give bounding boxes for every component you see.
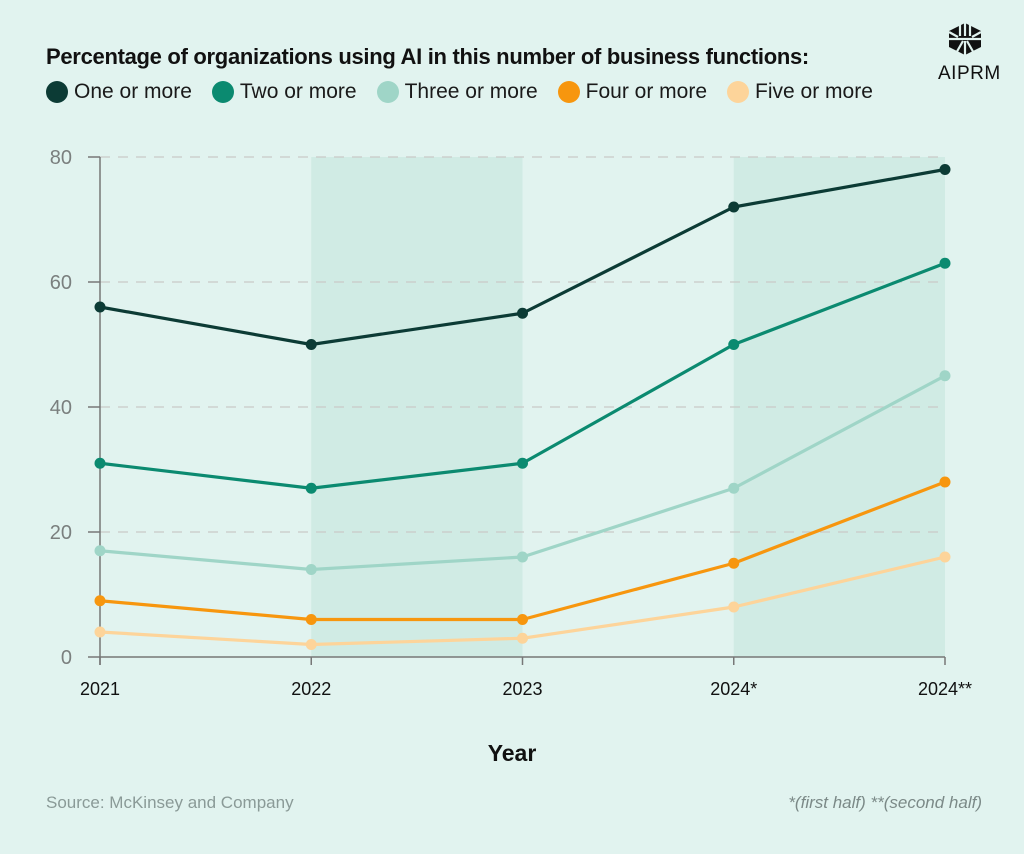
legend-label: Two or more bbox=[239, 80, 357, 103]
legend-label: One or more bbox=[74, 80, 192, 103]
data-point bbox=[305, 639, 317, 650]
legend-item: Three or more bbox=[376, 80, 538, 104]
data-point bbox=[728, 339, 740, 350]
data-point bbox=[94, 301, 106, 313]
legend-swatch bbox=[376, 81, 399, 103]
footnote: *(first half) **(second half) bbox=[788, 793, 982, 812]
y-tick-label: 0 bbox=[61, 647, 72, 669]
aiprm-logo-icon bbox=[948, 23, 982, 56]
data-point bbox=[728, 601, 740, 613]
data-point bbox=[939, 164, 951, 175]
data-point bbox=[94, 626, 106, 638]
x-tick-label: 2021 bbox=[80, 679, 120, 699]
source-note: Source: McKinsey and Company bbox=[46, 793, 294, 812]
series-five-or-more bbox=[94, 551, 951, 650]
data-point bbox=[305, 482, 317, 494]
legend: One or more Two or more Three or more Four … bbox=[46, 80, 873, 104]
y-tick-label: 40 bbox=[50, 397, 72, 419]
data-point bbox=[728, 557, 740, 569]
data-point bbox=[517, 307, 528, 319]
legend-item: Four or more bbox=[557, 80, 708, 104]
logo-text: AIPRM bbox=[938, 63, 1001, 84]
legend-item: Two or more bbox=[211, 80, 357, 104]
data-point bbox=[939, 476, 951, 488]
x-axis-label: Year bbox=[487, 740, 537, 766]
y-tick-label: 20 bbox=[50, 522, 72, 544]
aiprm-logo: AIPRM bbox=[938, 22, 1001, 85]
x-tick-label: 2024* bbox=[710, 679, 757, 699]
x-tick-label: 2023 bbox=[502, 679, 542, 699]
legend-swatch bbox=[727, 81, 750, 103]
legend-label: Three or more bbox=[404, 80, 538, 103]
y-tick-label: 80 bbox=[50, 147, 72, 169]
legend-swatch bbox=[557, 81, 580, 103]
legend-label: Five or more bbox=[755, 80, 873, 103]
data-point bbox=[728, 201, 740, 213]
data-point bbox=[305, 339, 317, 350]
x-tick-label: 2022 bbox=[291, 679, 331, 699]
data-point bbox=[939, 551, 951, 563]
legend-label: Four or more bbox=[585, 80, 708, 103]
series-two-or-more bbox=[94, 257, 951, 494]
data-point bbox=[728, 482, 740, 494]
data-point bbox=[94, 457, 106, 469]
series-four-or-more bbox=[94, 476, 951, 625]
data-point bbox=[94, 545, 106, 557]
data-point bbox=[517, 614, 528, 625]
chart-title: Percentage of organizations using AI in … bbox=[46, 44, 809, 69]
legend-swatch bbox=[211, 81, 234, 103]
legend-swatch bbox=[46, 81, 68, 103]
data-point bbox=[94, 595, 106, 607]
data-point bbox=[305, 564, 317, 575]
data-point bbox=[939, 370, 951, 382]
data-point bbox=[939, 257, 951, 269]
data-point bbox=[517, 551, 528, 563]
y-tick-label: 60 bbox=[50, 272, 72, 294]
data-point bbox=[517, 457, 528, 469]
data-point bbox=[305, 614, 317, 625]
series-one-or-more bbox=[94, 164, 951, 350]
data-point bbox=[517, 632, 528, 644]
legend-item: One or more bbox=[46, 80, 192, 104]
series-three-or-more bbox=[94, 370, 951, 575]
legend-item: Five or more bbox=[727, 80, 873, 104]
x-tick-label: 2024** bbox=[918, 679, 972, 699]
